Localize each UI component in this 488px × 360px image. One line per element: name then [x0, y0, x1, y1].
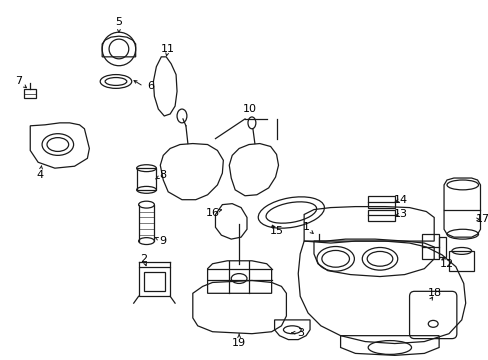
Text: 5: 5 [115, 17, 122, 27]
Text: 7: 7 [15, 76, 22, 86]
Text: 8: 8 [160, 170, 166, 180]
Text: 15: 15 [269, 226, 283, 236]
Text: 19: 19 [232, 338, 245, 347]
Text: 11: 11 [161, 44, 175, 54]
Text: 4: 4 [37, 170, 43, 180]
Text: 6: 6 [147, 81, 154, 91]
Text: 3: 3 [297, 328, 304, 338]
Text: 2: 2 [140, 254, 147, 264]
Text: 13: 13 [393, 210, 407, 220]
Text: 1: 1 [302, 222, 309, 232]
Text: 12: 12 [439, 259, 453, 269]
Text: 18: 18 [427, 288, 441, 298]
Text: 17: 17 [474, 215, 488, 224]
Text: 16: 16 [205, 207, 219, 217]
Text: 9: 9 [160, 236, 166, 246]
Text: 14: 14 [393, 195, 407, 205]
Text: 10: 10 [243, 104, 256, 114]
